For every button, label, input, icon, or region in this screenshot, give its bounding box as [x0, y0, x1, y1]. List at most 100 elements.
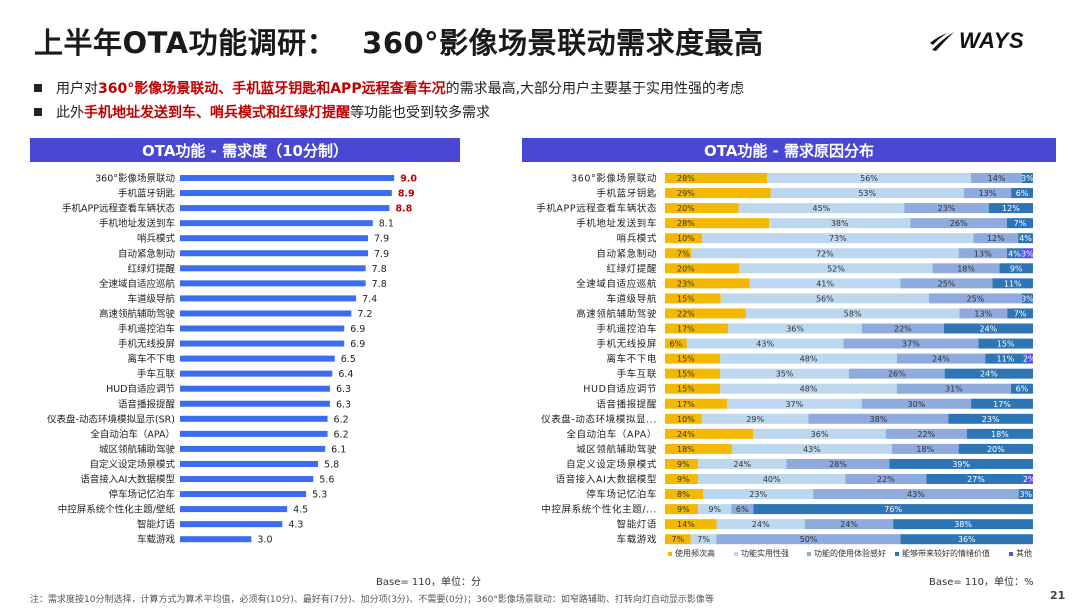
reason-segment [849, 368, 945, 379]
reason-segment [665, 398, 727, 409]
reason-segment-label: 23% [749, 490, 767, 499]
reason-segment [963, 188, 1012, 199]
reason-segment-label: 14% [677, 520, 695, 529]
demand-value-label: 7.4 [362, 294, 377, 305]
reason-segment-label: 39% [952, 460, 970, 469]
reason-segment-label: 3% [1021, 174, 1034, 183]
reason-segment [770, 188, 964, 199]
reason-segment-label: 22% [917, 430, 935, 439]
reason-segment-label: 3% [1021, 294, 1034, 303]
reason-segment-label: 11% [997, 355, 1015, 364]
reason-segment [889, 458, 1033, 469]
legend-swatch [895, 552, 899, 556]
reason-segment [701, 413, 809, 424]
reason-segment-label: 7% [697, 535, 710, 544]
reason-segment-label: 18% [991, 430, 1009, 439]
reason-segment-label: 28% [677, 174, 695, 183]
reason-segment-label: 56% [860, 174, 878, 183]
demand-bar [180, 491, 307, 498]
reason-segment [928, 293, 1022, 304]
reason-segment-label: 72% [816, 249, 834, 258]
reason-segment [813, 489, 1019, 500]
reason-segment [720, 353, 897, 364]
legend-label: 功能的使用体验感好 [814, 548, 886, 558]
reason-segment-label: 24% [733, 460, 751, 469]
reason-category-label: 全速域自适应巡航 [576, 278, 657, 290]
reason-category-label: 自定义设定场景模式 [566, 458, 657, 470]
reason-segment-label: 15% [677, 294, 695, 303]
reason-segment [926, 474, 1026, 484]
demand-value-label: 3.0 [257, 535, 272, 546]
ways-logo: WAYS [930, 28, 1024, 54]
reason-segment-label: 29% [746, 415, 764, 424]
reason-segment-label: 14% [988, 174, 1006, 183]
reason-segment-label: 18% [677, 445, 695, 454]
reason-segment [893, 519, 1033, 530]
demand-value-label: 6.4 [338, 369, 353, 380]
reason-segment [999, 263, 1033, 274]
reason-segment-label: 8% [677, 490, 690, 499]
reason-segment-label: 22% [677, 309, 695, 318]
demand-bar [180, 460, 319, 467]
demand-value-label: 6.3 [336, 399, 351, 410]
title-left: 上半年OTA功能调研： [34, 26, 337, 60]
reason-segment [665, 203, 739, 214]
reason-segment [665, 278, 750, 289]
bullet-1-part-1: 用户对 [56, 81, 98, 97]
demand-category-label: 城区领航辅助驾驶 [99, 443, 176, 455]
demand-category-label: 手机无线投屏 [118, 338, 175, 350]
reason-category-label: 哨兵模式 [617, 233, 657, 245]
reason-segment-label: 2% [1023, 355, 1036, 364]
reason-segment [896, 383, 1011, 394]
reason-segment-label: 7% [677, 249, 690, 258]
demand-value-label: 5.3 [312, 490, 327, 501]
reason-segment-label: 7% [1014, 309, 1027, 318]
reason-segment [958, 443, 1033, 454]
reason-segment-label: 3% [1019, 490, 1032, 499]
legend-label: 功能实用性强 [741, 548, 789, 558]
reason-segment [843, 338, 979, 349]
reason-segment-label: 13% [974, 309, 992, 318]
reason-segment [985, 353, 1026, 364]
demand-bar [180, 536, 252, 543]
reason-segment [1025, 353, 1033, 364]
reason-segment-label: 7% [672, 535, 685, 544]
reason-segment-label: 56% [816, 294, 834, 303]
reason-segment-label: 9% [708, 505, 721, 514]
reason-segment-label: 24% [677, 430, 695, 439]
reason-segment [1010, 383, 1033, 394]
reason-segment [665, 173, 768, 183]
reason-segment [1022, 173, 1033, 183]
reason-segment [691, 248, 959, 259]
reason-segment [767, 173, 972, 183]
reason-segment [665, 338, 687, 349]
reason-segment [988, 203, 1033, 214]
demand-bar [180, 340, 345, 347]
reason-segment [943, 323, 1033, 334]
demand-value-label: 7.9 [374, 249, 389, 260]
reason-segment-label: 27% [967, 475, 985, 484]
demand-category-label: 车道级导航 [127, 293, 175, 305]
reason-segment-label: 10% [677, 415, 695, 424]
reason-segment [885, 428, 967, 439]
demand-category-label: 全速域自适应巡航 [99, 278, 176, 290]
reason-category-label: 停车场记忆泊车 [586, 489, 657, 501]
reason-segment [665, 248, 692, 259]
reason-segment-label: 23% [982, 415, 1000, 424]
reason-segment [665, 383, 721, 394]
reason-category-label: 仪表盘-动态环境模拟显... [541, 413, 657, 425]
demand-value-label: 9.0 [400, 174, 417, 185]
reason-segment [698, 474, 846, 484]
reason-segment-label: 18% [957, 264, 975, 273]
reason-segment-label: 58% [844, 309, 862, 318]
reason-segment-label: 37% [902, 340, 920, 349]
reason-category-label: 手机APP远程查看车辆状态 [536, 203, 657, 215]
demand-category-label: 哨兵模式 [137, 233, 176, 245]
reason-segment [862, 323, 944, 334]
reason-chart-header: OTA功能 - 需求原因分布 [522, 138, 1056, 162]
reason-segment-label: 45% [813, 204, 831, 213]
reason-segment [745, 308, 960, 319]
reason-segment [891, 443, 959, 454]
reason-category-label: 自动紧急制动 [596, 248, 657, 260]
reason-segment [966, 428, 1033, 439]
